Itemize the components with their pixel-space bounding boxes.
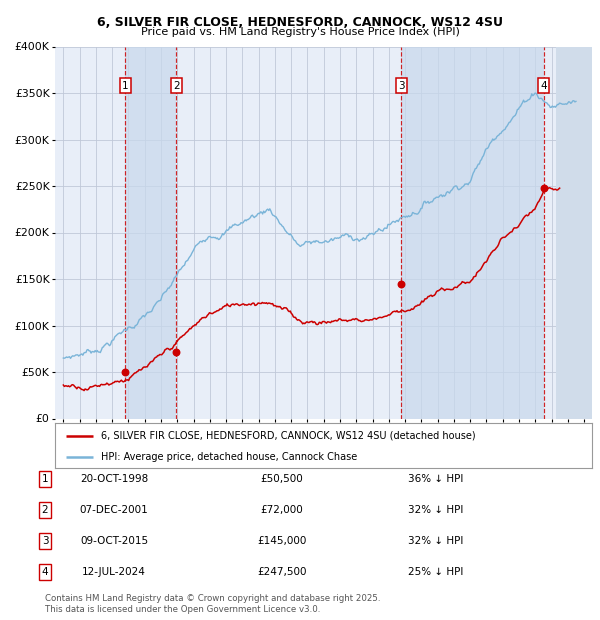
Text: 1: 1 (41, 474, 49, 484)
Text: This data is licensed under the Open Government Licence v3.0.: This data is licensed under the Open Gov… (45, 604, 320, 614)
Text: £145,000: £145,000 (257, 536, 307, 546)
Text: £247,500: £247,500 (257, 567, 307, 577)
Text: Contains HM Land Registry data © Crown copyright and database right 2025.: Contains HM Land Registry data © Crown c… (45, 594, 380, 603)
Bar (556, 46, 592, 419)
Text: 12-JUL-2024: 12-JUL-2024 (82, 567, 146, 577)
Text: 4: 4 (541, 81, 547, 91)
Bar (401, 46, 544, 419)
Text: HPI: Average price, detached house, Cannock Chase: HPI: Average price, detached house, Cann… (101, 452, 357, 462)
Point (121, 366, 130, 376)
Text: 2: 2 (173, 81, 179, 91)
Text: 32% ↓ HPI: 32% ↓ HPI (408, 536, 463, 546)
Point (397, 279, 406, 289)
Text: 6, SILVER FIR CLOSE, HEDNESFORD, CANNOCK, WS12 4SU: 6, SILVER FIR CLOSE, HEDNESFORD, CANNOCK… (97, 16, 503, 29)
Point (539, 184, 548, 193)
Text: 36% ↓ HPI: 36% ↓ HPI (408, 474, 463, 484)
Text: 32% ↓ HPI: 32% ↓ HPI (408, 505, 463, 515)
Text: 2: 2 (41, 505, 49, 515)
Text: 07-DEC-2001: 07-DEC-2001 (80, 505, 148, 515)
Text: 20-OCT-1998: 20-OCT-1998 (80, 474, 148, 484)
Text: 09-OCT-2015: 09-OCT-2015 (80, 536, 148, 546)
Bar (125, 46, 176, 419)
Text: £50,500: £50,500 (260, 474, 304, 484)
Text: 3: 3 (41, 536, 49, 546)
Text: 4: 4 (41, 567, 49, 577)
Text: 6, SILVER FIR CLOSE, HEDNESFORD, CANNOCK, WS12 4SU (detached house): 6, SILVER FIR CLOSE, HEDNESFORD, CANNOCK… (101, 430, 475, 441)
Text: Price paid vs. HM Land Registry's House Price Index (HPI): Price paid vs. HM Land Registry's House … (140, 27, 460, 37)
Text: 1: 1 (122, 81, 128, 91)
Point (172, 347, 181, 356)
Text: 3: 3 (398, 81, 404, 91)
Text: £72,000: £72,000 (260, 505, 304, 515)
Text: 25% ↓ HPI: 25% ↓ HPI (408, 567, 463, 577)
